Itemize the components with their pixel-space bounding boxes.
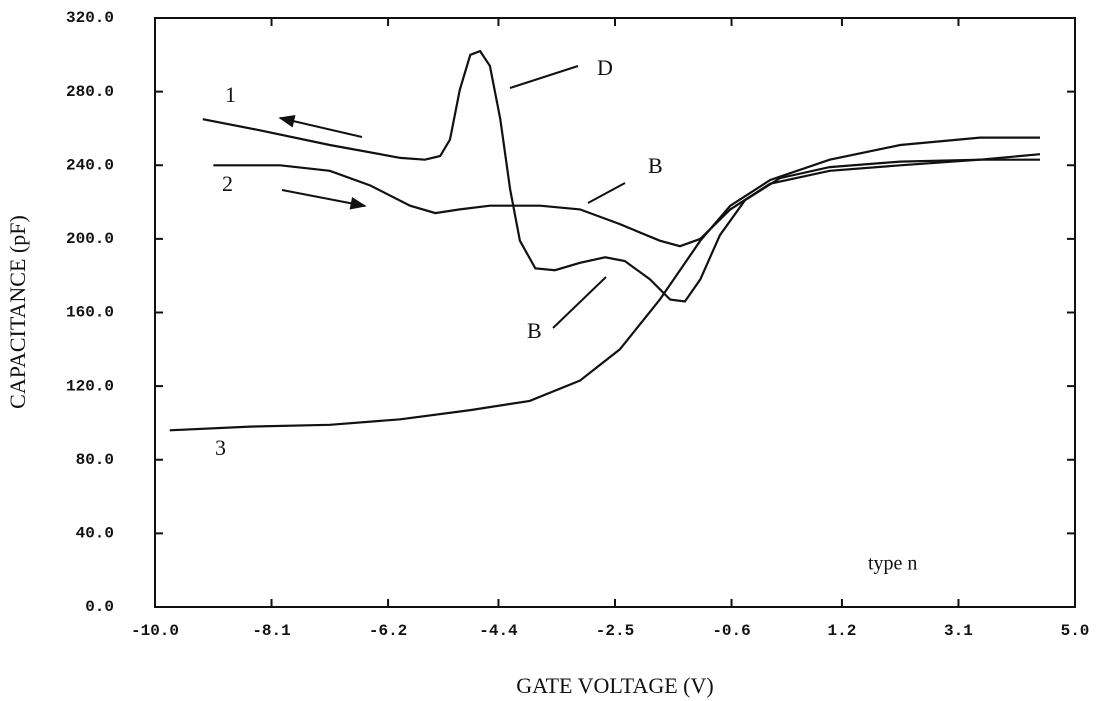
x-tick-label: -10.0	[131, 622, 179, 640]
annotation: type n	[868, 553, 917, 575]
leader-lines	[278, 65, 626, 329]
y-tick-label: 80.0	[76, 451, 114, 469]
x-tick-label: -4.4	[479, 622, 518, 640]
leader-line	[552, 276, 607, 329]
y-tick-label: 0.0	[85, 598, 114, 616]
arrow	[281, 189, 367, 210]
y-tick-label: 160.0	[66, 304, 114, 322]
line-series	[202, 49, 1040, 303]
y-tick-label: 320.0	[66, 9, 114, 27]
series-label: 1	[225, 82, 236, 107]
x-tick-label: -8.1	[252, 622, 290, 640]
line-series	[213, 153, 1041, 248]
series-label: 3	[215, 435, 226, 460]
x-axis-title: GATE VOLTAGE (V)	[516, 673, 713, 698]
annotation: B	[527, 318, 542, 343]
annotation: D	[597, 55, 613, 80]
leader-line	[509, 65, 579, 89]
annotation: B	[648, 153, 663, 178]
x-tick-label: -2.5	[596, 622, 634, 640]
arrow	[278, 115, 363, 138]
x-tick-label: 3.1	[944, 622, 973, 640]
leader-line	[587, 182, 626, 204]
y-axis-title: CAPACITANCE (pF)	[5, 215, 30, 409]
plot-frame	[154, 17, 1076, 608]
x-tick-label: -6.2	[369, 622, 407, 640]
series-label: 2	[222, 171, 233, 196]
y-tick-label: 40.0	[76, 525, 114, 543]
line-series	[169, 136, 1040, 432]
y-tick-label: 280.0	[66, 83, 114, 101]
x-tick-label: 5.0	[1061, 622, 1090, 640]
y-tick-label: 120.0	[66, 377, 114, 395]
y-tick-label: 200.0	[66, 230, 114, 248]
x-tick-label: 1.2	[828, 622, 857, 640]
y-tick-label: 240.0	[66, 156, 114, 174]
x-tick-label: -0.6	[712, 622, 750, 640]
